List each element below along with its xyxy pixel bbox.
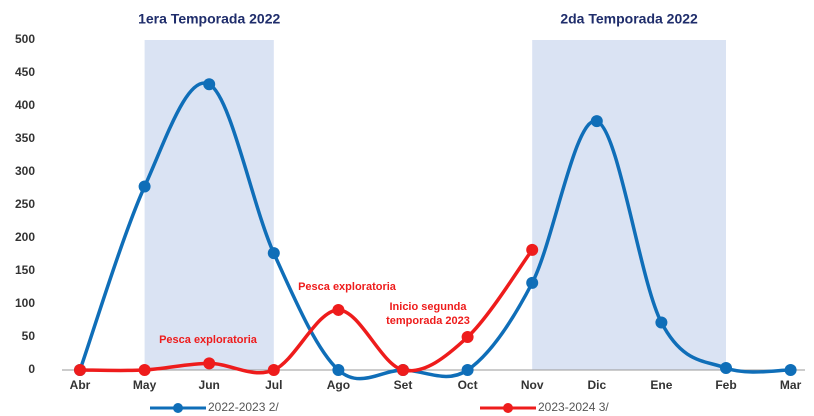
y-tick-label: 300 <box>15 164 35 178</box>
data-point <box>526 276 539 289</box>
data-point <box>203 78 216 91</box>
data-point <box>590 115 603 128</box>
band-label: 1era Temporada 2022 <box>138 11 280 27</box>
data-point <box>655 316 668 329</box>
data-point <box>461 331 474 343</box>
series-line <box>78 81 791 381</box>
y-tick-label: 150 <box>15 263 35 277</box>
legend-label: 2023-2024 3/ <box>538 400 609 414</box>
data-point <box>203 357 216 370</box>
x-tick-label: Dic <box>587 378 606 392</box>
data-point <box>74 364 86 376</box>
annotation: Inicio segunda temporada 2023 <box>386 301 470 327</box>
y-tick-label: 0 <box>28 362 35 376</box>
data-point <box>267 364 280 376</box>
data-point <box>720 362 732 375</box>
data-point <box>526 243 539 256</box>
y-tick-label: 250 <box>15 197 35 211</box>
annotation: Pesca exploratoria <box>159 334 258 346</box>
annotation-line: Pesca exploratoria <box>159 334 258 346</box>
data-point <box>784 364 797 376</box>
annotation-line: Inicio segunda <box>389 301 467 313</box>
season-band <box>144 40 274 370</box>
annotation-line: temporada 2023 <box>386 315 470 327</box>
x-tick-label: Feb <box>715 378 736 392</box>
x-tick-label: Abr <box>70 378 91 392</box>
data-point <box>138 364 151 376</box>
x-tick-label: Ago <box>327 378 350 392</box>
y-tick-label: 100 <box>15 296 35 310</box>
y-tick-label: 500 <box>15 32 35 46</box>
data-point <box>397 364 409 376</box>
y-tick-label: 400 <box>15 98 35 112</box>
data-point <box>332 364 345 376</box>
legend-label: 2022-2023 2/ <box>208 400 279 414</box>
data-point <box>332 303 345 316</box>
annotation-line: Pesca exploratoria <box>298 281 397 293</box>
x-tick-label: May <box>133 378 157 392</box>
y-tick-label: 450 <box>15 65 35 79</box>
data-point <box>461 364 474 376</box>
y-tick-label: 200 <box>15 230 35 244</box>
band-label: 2da Temporada 2022 <box>560 11 698 27</box>
data-point <box>267 247 280 260</box>
legend-marker <box>503 403 513 413</box>
x-tick-label: Ene <box>650 378 672 392</box>
annotation: Pesca exploratoria <box>298 281 397 293</box>
x-tick-label: Jun <box>199 378 220 392</box>
x-tick-label: Mar <box>780 378 802 392</box>
y-tick-label: 50 <box>22 329 36 343</box>
legend-marker <box>173 403 183 413</box>
data-point <box>138 180 151 193</box>
y-tick-label: 350 <box>15 131 35 145</box>
x-tick-label: Set <box>394 378 413 392</box>
x-tick-label: Jul <box>265 378 282 392</box>
x-tick-label: Oct <box>458 378 478 392</box>
x-tick-label: Nov <box>521 378 544 392</box>
